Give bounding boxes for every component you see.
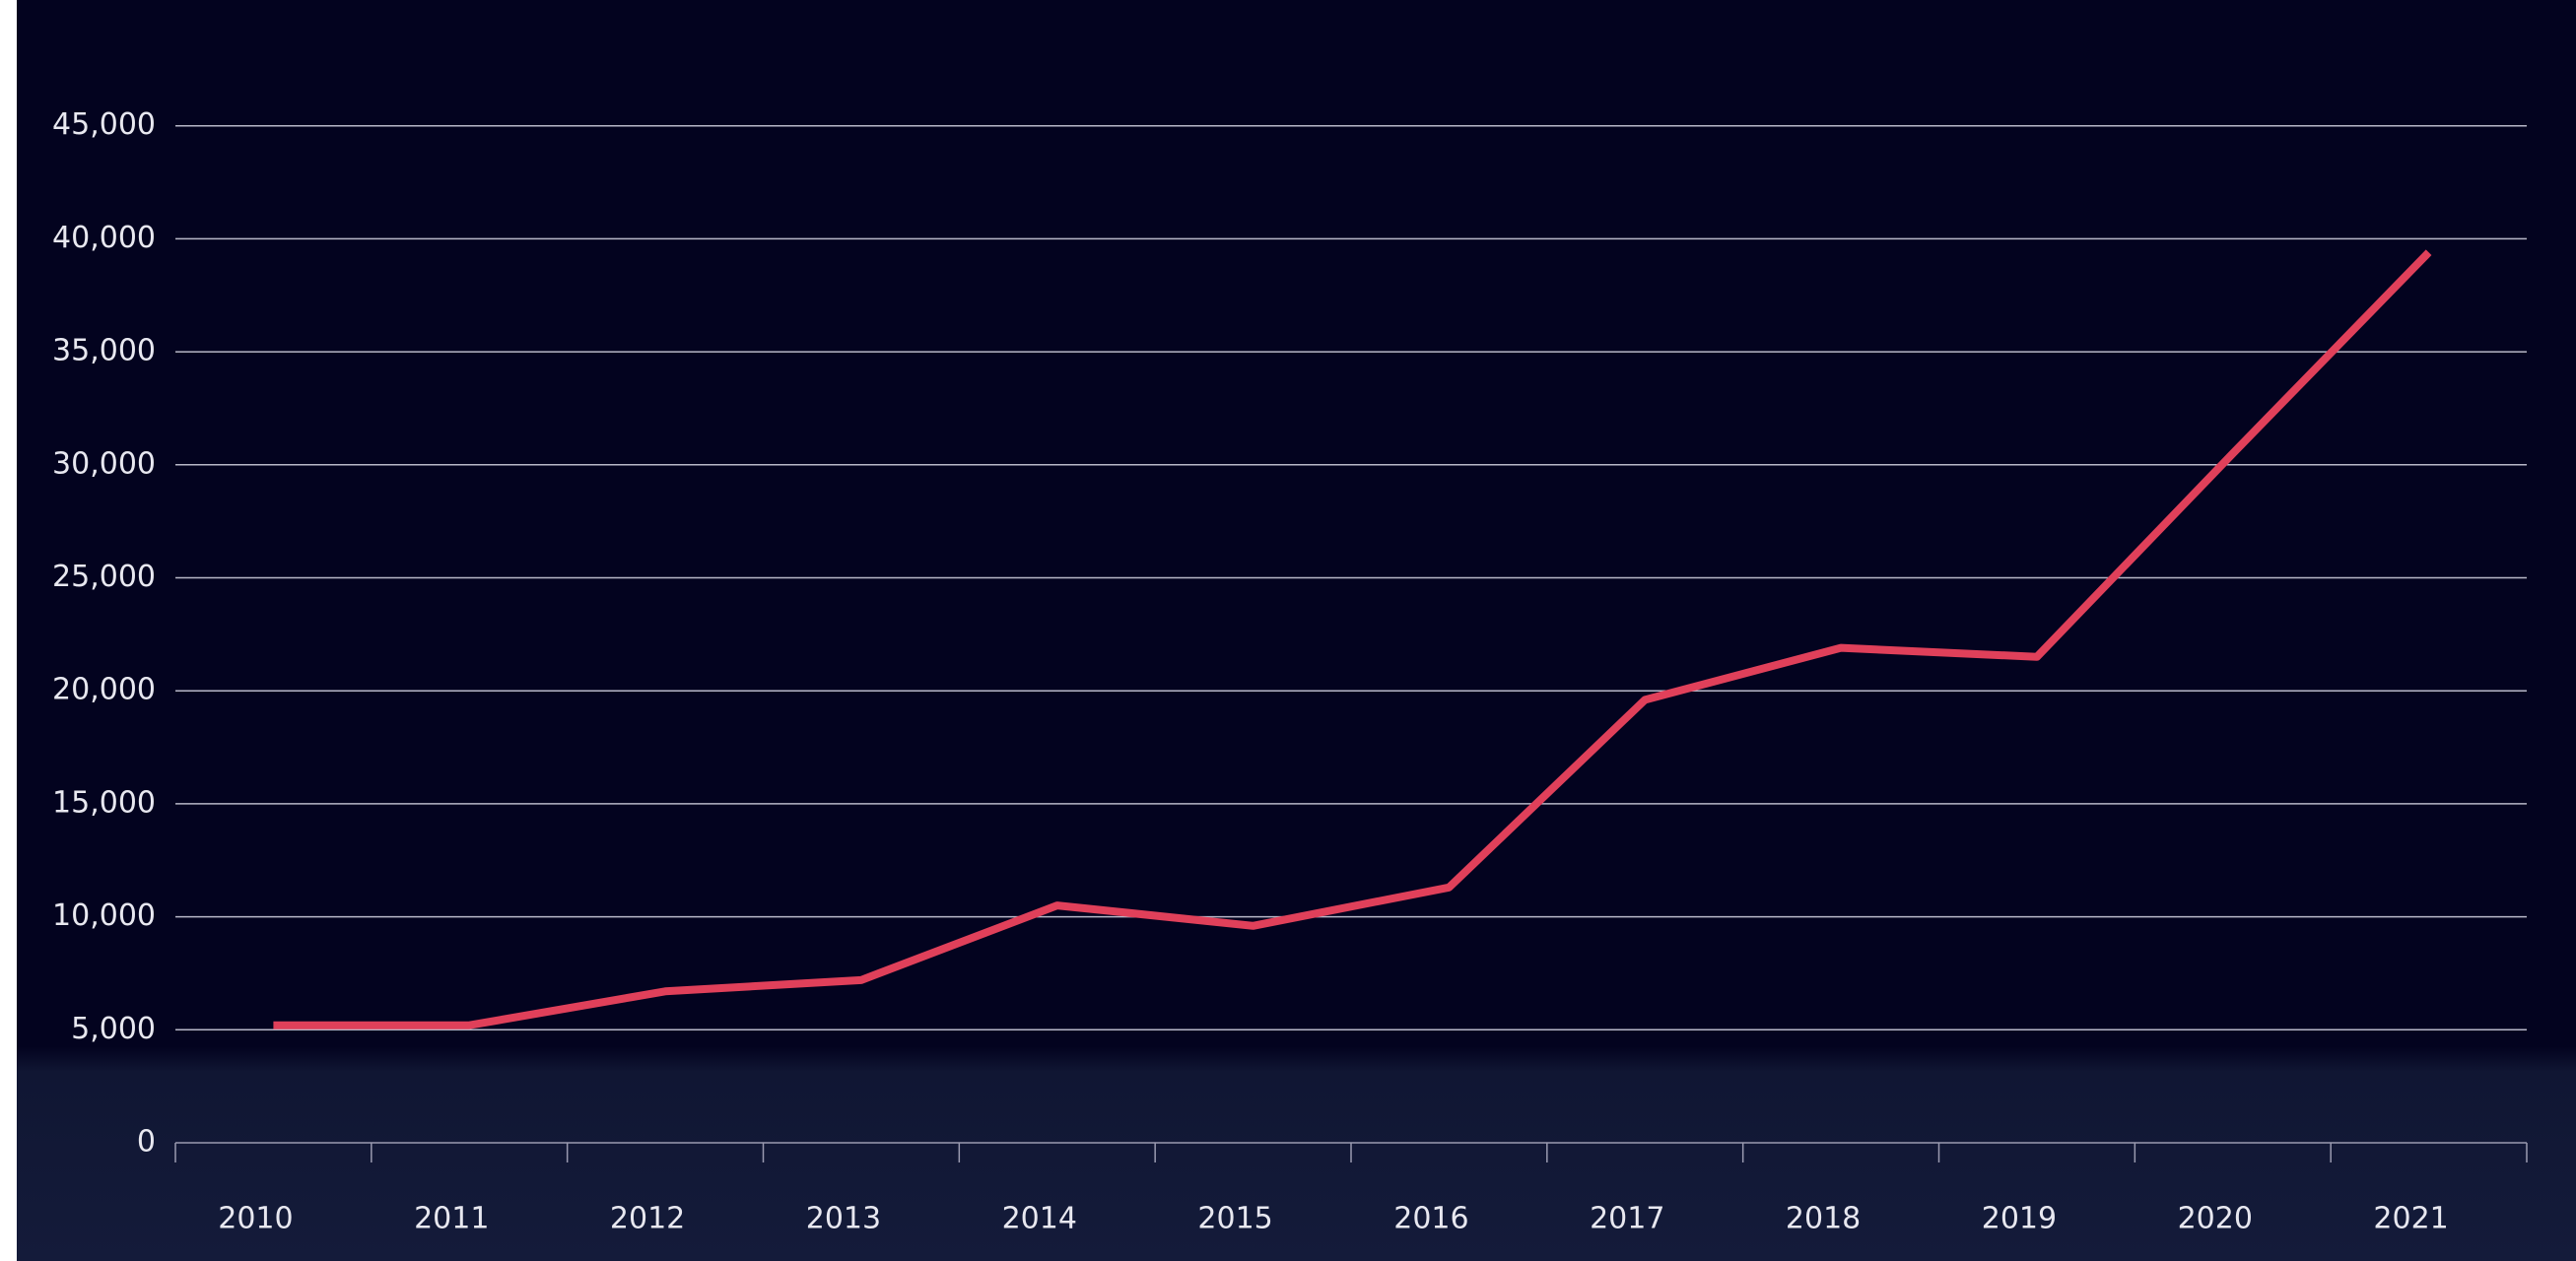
x-tick-label: 2020 xyxy=(2178,1202,2253,1236)
x-tick-label: 2011 xyxy=(414,1202,489,1236)
x-tick-label: 2010 xyxy=(218,1202,293,1236)
y-tick-label: 15,000 xyxy=(52,785,156,820)
y-tick-label: 40,000 xyxy=(52,221,156,255)
y-tick-label: 45,000 xyxy=(52,107,156,142)
chart: 0 5,000 10,000 15,000 20,000 25,000 30,000 35,0… xyxy=(0,0,2576,1261)
background xyxy=(17,0,2576,1261)
x-tick-label: 2019 xyxy=(1982,1202,2057,1236)
page: 0 5,000 10,000 15,000 20,000 25,000 30,000 35,0… xyxy=(0,0,2576,1261)
x-tick-label: 2016 xyxy=(1393,1202,1468,1236)
x-tick-label: 2014 xyxy=(1002,1202,1077,1236)
y-tick-label: 30,000 xyxy=(52,446,156,481)
y-tick-label: 0 xyxy=(137,1125,156,1160)
x-tick-label: 2013 xyxy=(806,1202,881,1236)
y-tick-label: 35,000 xyxy=(52,334,156,368)
y-tick-label: 10,000 xyxy=(52,898,156,933)
y-tick-label: 5,000 xyxy=(71,1012,156,1046)
x-tick-label: 2017 xyxy=(1590,1202,1664,1236)
y-tick-label: 25,000 xyxy=(52,560,156,594)
x-tick-label: 2015 xyxy=(1197,1202,1272,1236)
y-tick-label: 20,000 xyxy=(52,673,156,707)
x-tick-label: 2021 xyxy=(2373,1202,2448,1236)
x-tick-label: 2012 xyxy=(610,1202,685,1236)
x-tick-label: 2018 xyxy=(1786,1202,1861,1236)
